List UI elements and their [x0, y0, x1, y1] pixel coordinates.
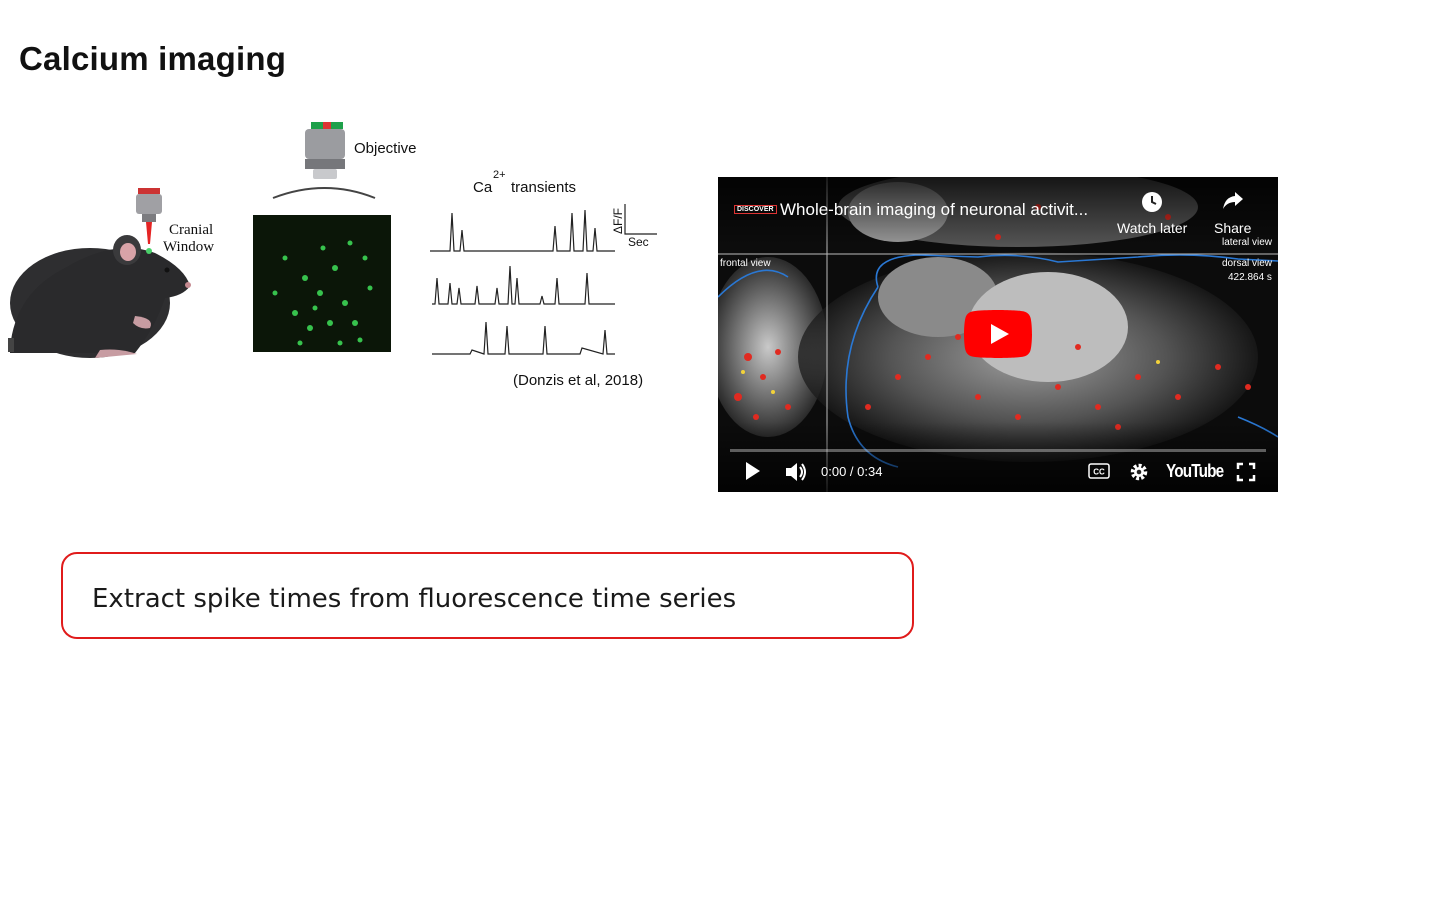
- settings-button[interactable]: [1129, 462, 1149, 482]
- youtube-play-icon: [964, 310, 1032, 358]
- callout-text: Extract spike times from fluorescence ti…: [92, 584, 737, 614]
- watch-later-button[interactable]: Watch later: [1114, 191, 1194, 239]
- transients-label: transients: [511, 179, 577, 196]
- mouse-illustration: [8, 235, 191, 358]
- dorsal-view-label: dorsal view: [1222, 258, 1273, 269]
- volume-icon: [786, 463, 806, 481]
- big-play-button[interactable]: [964, 310, 1032, 358]
- page-title: Calcium imaging: [19, 40, 287, 77]
- fullscreen-button[interactable]: [1236, 462, 1256, 482]
- clock-icon: [1142, 192, 1162, 212]
- share-icon: [1223, 192, 1243, 209]
- scale-x-label: Sec: [628, 235, 649, 249]
- scale-y-label: ΔF/F: [611, 207, 625, 234]
- calcium-imaging-figure: Cranial Window Objective Ca 2+ transient…: [5, 118, 675, 403]
- small-objective-illustration: [136, 188, 162, 254]
- time-display: 0:00 / 0:34: [821, 464, 883, 479]
- citation: (Donzis et al, 2018): [513, 372, 644, 389]
- share-label: Share: [1214, 220, 1252, 236]
- objective-label: Objective: [354, 140, 417, 157]
- volume-button[interactable]: [784, 461, 808, 483]
- ca-superscript: 2+: [493, 169, 506, 181]
- video-title[interactable]: Whole-brain imaging of neuronal activit.…: [780, 200, 1089, 219]
- timestamp-overlay: 422.864 s: [1228, 272, 1272, 283]
- progress-track: [730, 449, 1266, 452]
- watch-later-label: Watch later: [1117, 220, 1188, 236]
- video-frame: [718, 177, 1278, 492]
- svg-text:CC: CC: [1093, 468, 1105, 477]
- frontal-view-label: frontal view: [720, 258, 771, 269]
- lateral-view-label: lateral view: [1222, 237, 1273, 248]
- captions-button[interactable]: CC: [1088, 463, 1110, 479]
- youtube-embed[interactable]: DISCOVER Whole-brain imaging of neuronal…: [718, 177, 1278, 492]
- window-label: Window: [163, 239, 215, 255]
- calcium-traces: [430, 204, 657, 355]
- objective-illustration: [272, 122, 376, 199]
- ca-label: Ca: [473, 179, 493, 196]
- play-button[interactable]: [744, 461, 764, 483]
- fluorescence-image: [253, 215, 391, 352]
- figure-illustration: [8, 122, 657, 358]
- channel-badge[interactable]: DISCOVER: [734, 205, 777, 214]
- cc-icon: CC: [1088, 463, 1110, 479]
- settings-icon: [1130, 463, 1148, 481]
- play-icon: [746, 462, 760, 480]
- youtube-logo[interactable]: YouTube: [1166, 461, 1224, 481]
- task-callout: Extract spike times from fluorescence ti…: [61, 552, 914, 639]
- share-button[interactable]: Share: [1210, 191, 1256, 239]
- cranial-label: Cranial: [169, 222, 214, 238]
- fullscreen-icon: [1236, 462, 1256, 482]
